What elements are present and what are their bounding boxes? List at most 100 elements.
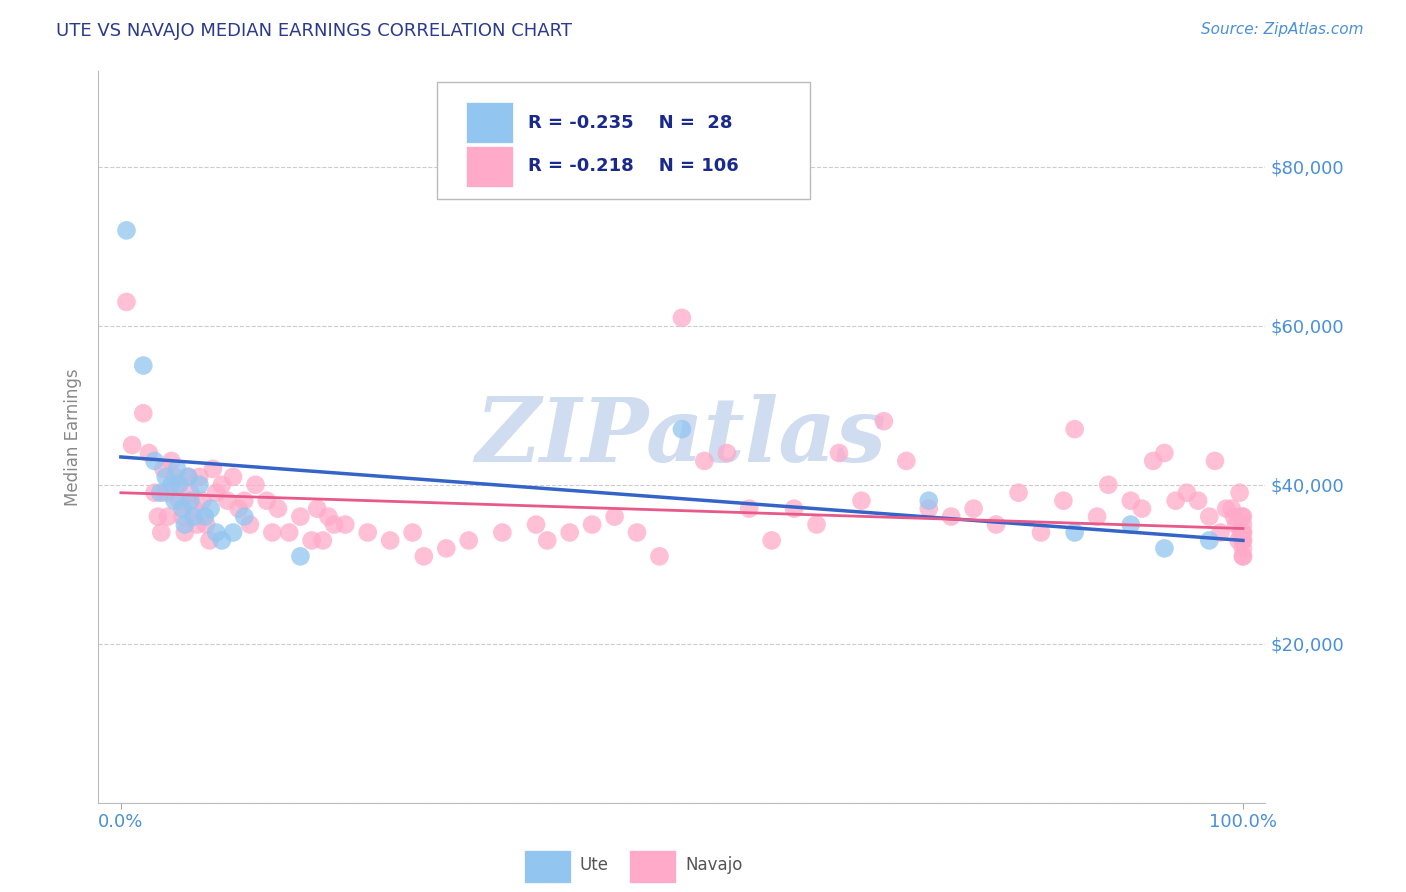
Point	[1215, 501, 1237, 516]
Point	[1232, 525, 1254, 540]
Point	[1232, 533, 1254, 548]
Point	[581, 517, 603, 532]
Point	[155, 470, 177, 484]
Point	[1230, 509, 1253, 524]
Point	[603, 509, 626, 524]
FancyBboxPatch shape	[437, 82, 810, 200]
Point	[173, 517, 195, 532]
Point	[290, 509, 312, 524]
Point	[783, 501, 806, 516]
Point	[648, 549, 671, 564]
Point	[211, 477, 233, 491]
Point	[962, 501, 984, 516]
Point	[1063, 422, 1085, 436]
Point	[132, 406, 155, 420]
Point	[160, 477, 183, 491]
Text: R = -0.218    N = 106: R = -0.218 N = 106	[527, 158, 738, 176]
Point	[312, 533, 335, 548]
Point	[1198, 509, 1220, 524]
Point	[1097, 477, 1119, 491]
Point	[188, 470, 211, 484]
Point	[318, 509, 340, 524]
Point	[412, 549, 434, 564]
Point	[183, 509, 205, 524]
Point	[1119, 517, 1142, 532]
Point	[115, 223, 138, 237]
Point	[156, 509, 179, 524]
Point	[738, 501, 761, 516]
Point	[896, 454, 918, 468]
Point	[1175, 485, 1198, 500]
Point	[200, 501, 222, 516]
Point	[191, 493, 214, 508]
Point	[401, 525, 423, 540]
Point	[167, 477, 190, 491]
Point	[1220, 501, 1243, 516]
Point	[222, 470, 245, 484]
Point	[536, 533, 558, 548]
Point	[290, 549, 312, 564]
Point	[1232, 525, 1254, 540]
Point	[278, 525, 301, 540]
Point	[183, 501, 205, 516]
Point	[1227, 533, 1250, 548]
Point	[1198, 533, 1220, 548]
Point	[1232, 517, 1254, 532]
Point	[1229, 525, 1251, 540]
Point	[228, 501, 250, 516]
Point	[671, 310, 693, 325]
Point	[1007, 485, 1029, 500]
Point	[1052, 493, 1074, 508]
Text: Source: ZipAtlas.com: Source: ZipAtlas.com	[1201, 22, 1364, 37]
Point	[177, 470, 200, 484]
Point	[217, 493, 239, 508]
Point	[132, 359, 155, 373]
Point	[195, 517, 218, 532]
Point	[323, 517, 346, 532]
Point	[1063, 525, 1085, 540]
Point	[115, 294, 138, 309]
FancyBboxPatch shape	[630, 850, 676, 883]
Point	[1204, 454, 1226, 468]
Point	[201, 462, 224, 476]
Point	[194, 509, 217, 524]
FancyBboxPatch shape	[465, 146, 513, 186]
Point	[1187, 493, 1209, 508]
Point	[138, 446, 160, 460]
FancyBboxPatch shape	[524, 850, 571, 883]
Point	[172, 501, 194, 516]
Point	[166, 462, 188, 476]
Point	[524, 517, 547, 532]
Point	[1153, 446, 1175, 460]
Point	[1153, 541, 1175, 556]
Point	[378, 533, 402, 548]
Point	[335, 517, 357, 532]
Point	[918, 501, 941, 516]
Point	[155, 485, 177, 500]
Point	[146, 509, 169, 524]
Point	[434, 541, 457, 556]
Point	[267, 501, 290, 516]
Point	[357, 525, 380, 540]
Point	[1119, 493, 1142, 508]
Text: UTE VS NAVAJO MEDIAN EARNINGS CORRELATION CHART: UTE VS NAVAJO MEDIAN EARNINGS CORRELATIO…	[56, 22, 572, 40]
Point	[233, 493, 256, 508]
Point	[806, 517, 828, 532]
Point	[873, 414, 896, 428]
Point	[828, 446, 851, 460]
Point	[671, 422, 693, 436]
Point	[160, 454, 183, 468]
Point	[1232, 549, 1254, 564]
Y-axis label: Median Earnings: Median Earnings	[65, 368, 83, 506]
Point	[166, 477, 188, 491]
Point	[1229, 485, 1251, 500]
Point	[626, 525, 648, 540]
Point	[693, 454, 716, 468]
Point	[1232, 509, 1254, 524]
Point	[1130, 501, 1153, 516]
Point	[558, 525, 581, 540]
Point	[143, 454, 166, 468]
Point	[1232, 541, 1254, 556]
Point	[186, 517, 208, 532]
Point	[222, 525, 245, 540]
